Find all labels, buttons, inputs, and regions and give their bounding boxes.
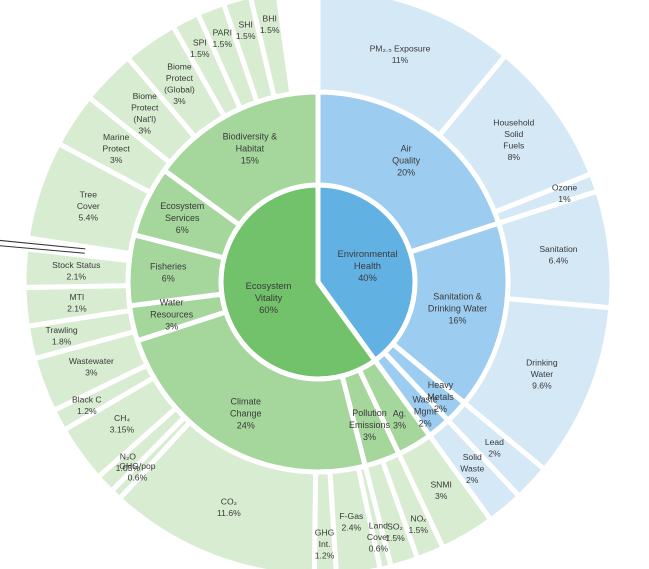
middle-label-water: Water Resources 3% xyxy=(150,298,194,332)
outer-label-biome: Biome Protect (Global) 3% xyxy=(164,61,195,106)
inner-label-environmental: Environmental Health 40% xyxy=(337,248,397,283)
outer-label-so: SO₂ 1.5% xyxy=(385,522,405,544)
outer-label-n-o: N₂O 1.05% xyxy=(116,451,141,473)
outer-label-f-gas: F-Gas 2.4% xyxy=(339,511,363,533)
outer-label-tree: Tree Cover 5.4% xyxy=(77,189,100,222)
inner-label-ecosystem: Ecosystem Vitality 60% xyxy=(246,280,292,315)
outer-label-snmi: SNMI 3% xyxy=(430,480,451,502)
outer-segment-bhi xyxy=(248,0,295,101)
outer-label-sanitation: Sanitation 6.4% xyxy=(539,244,577,266)
middle-label-waste: Waste Mgmt 2% xyxy=(413,394,438,428)
outer-label-wastewater: Wastewater 3% xyxy=(69,356,114,378)
outer-label-black-c: Black C 1.2% xyxy=(72,395,102,417)
outer-label-marine: Marine Protect 3% xyxy=(103,132,131,165)
outer-label-household: Household Solid Fuels 8% xyxy=(493,118,534,163)
outer-label-ghg: GHG Int. 1.2% xyxy=(315,527,335,560)
outer-ring xyxy=(21,0,615,569)
outer-label-bhi: BHI 1.5% xyxy=(260,14,280,36)
outer-label-ozone: Ozone 1% xyxy=(552,183,578,205)
middle-label-air: Air Quality 20% xyxy=(392,144,421,178)
outer-label-pari: PARI 1.5% xyxy=(213,27,233,49)
middle-label-pollution: Pollution Emissions 3% xyxy=(349,408,391,442)
outer-label-no: NOₓ 1.5% xyxy=(408,513,428,535)
middle-label-sanitation: Sanitation & Drinking Water 16% xyxy=(428,292,487,326)
outer-label-trawling: Trawling 1.8% xyxy=(46,325,78,347)
middle-label-climate: Climate Change 24% xyxy=(230,396,262,430)
outer-label-mti: MTI 2.1% xyxy=(67,292,87,314)
outer-label-land: Land Cover 0.6% xyxy=(367,520,390,553)
outer-label-lead: Lead 2% xyxy=(485,437,504,459)
middle-label-heavy: Heavy Metals 2% xyxy=(427,380,454,414)
leader-lines xyxy=(0,239,86,254)
middle-label-ag: Ag. 3% xyxy=(393,409,407,431)
middle-label-ecosystem: Ecosystem Services 6% xyxy=(160,201,204,235)
outer-label-pm-exposure: PM₂.₅ Exposure 11% xyxy=(370,44,431,66)
leader-line xyxy=(0,245,85,254)
outer-label-solid: Solid Waste 2% xyxy=(460,452,484,485)
outer-label-ghg-pop: GHG/pop 0.6% xyxy=(119,461,156,483)
middle-label-fisheries: Fisheries 6% xyxy=(150,262,187,284)
segment-labels: Environmental Health 40% Ecosystem Vitality 6… xyxy=(46,14,578,561)
outer-label-ch: CH₄ 3.15% xyxy=(110,413,135,435)
outer-label-biome: Biome Protect (Nat'l) 3% xyxy=(131,91,159,136)
leader-line xyxy=(0,239,86,250)
outer-label-stock-status: Stock Status 2.1% xyxy=(52,260,100,282)
outer-label-shi: SHI 1.5% xyxy=(236,19,256,41)
middle-label-biodiversity: Biodiversity & Habitat 15% xyxy=(223,131,278,165)
outer-label-drinking: Drinking Water 9.6% xyxy=(526,357,558,390)
outer-label-co: CO₂ 11.6% xyxy=(217,496,241,518)
outer-label-spi: SPI 1.5% xyxy=(190,37,210,59)
